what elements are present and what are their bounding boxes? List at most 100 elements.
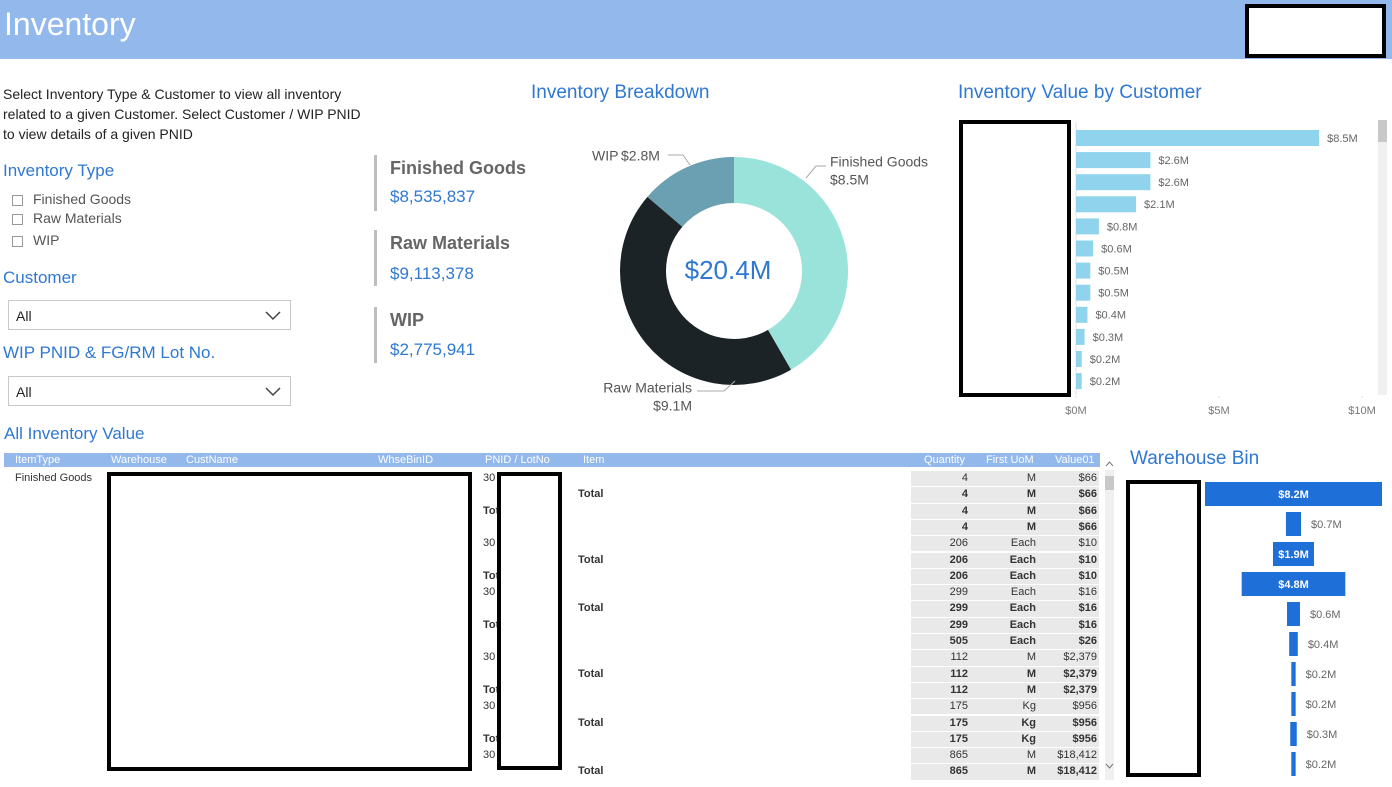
cell-uom: M	[1026, 472, 1036, 484]
column-header: First UoM	[986, 454, 1034, 466]
numeric-cell-bg	[911, 536, 1099, 552]
card-label: Raw Materials	[390, 233, 511, 253]
cell-quantity: 505	[949, 635, 968, 647]
funnel-value-label: $1.9M	[1278, 549, 1309, 561]
slicer-title: Customer	[3, 268, 77, 287]
cell-pnid: Tot	[483, 504, 500, 517]
cell-quantity: 865	[949, 765, 968, 778]
cell-value: $66	[1078, 520, 1097, 533]
funnel-bar	[1272, 542, 1315, 566]
redacted-box	[1126, 480, 1201, 777]
cell-uom: Each	[1009, 602, 1036, 615]
cell-quantity: 4	[961, 472, 968, 484]
cell-value: $66	[1078, 504, 1097, 517]
cell-quantity: 175	[949, 700, 968, 713]
checkbox[interactable]	[12, 214, 23, 225]
table-title: All Inventory Value	[4, 424, 145, 443]
numeric-cell-bg	[911, 552, 1099, 568]
bar	[1076, 262, 1091, 279]
redacted-box	[497, 472, 562, 770]
cell-quantity: 299	[949, 618, 968, 631]
dropdown[interactable]: All	[8, 300, 291, 330]
numeric-cell-bg	[911, 585, 1099, 601]
cell-value: $2,379	[1063, 651, 1097, 664]
slice-value-label: $2.8M	[621, 148, 660, 164]
funnel-value-label: $0.7M	[1311, 519, 1342, 531]
scrollbar-thumb[interactable]	[1105, 476, 1114, 490]
funnel-value-label: $0.2M	[1306, 669, 1337, 681]
checkbox[interactable]	[12, 195, 23, 206]
cell-uom: Each	[1009, 569, 1036, 582]
cell-item: Total	[578, 716, 604, 729]
cell-value: $18,412	[1057, 765, 1097, 778]
scroll-arrow[interactable]	[1105, 461, 1114, 467]
cell-pnid: 30	[483, 586, 496, 599]
funnel-value-label: $0.2M	[1306, 699, 1337, 711]
bar-value-label: $2.6M	[1158, 155, 1189, 167]
redacted-box	[107, 472, 472, 771]
cell-pnid: 30	[483, 537, 496, 550]
x-tick-label: $10M	[1348, 405, 1376, 417]
cell-uom: M	[1026, 651, 1036, 664]
column-header: Quantity	[924, 454, 965, 466]
checkbox[interactable]	[12, 236, 23, 247]
numeric-cell-bg	[911, 764, 1099, 780]
donut-slice	[734, 157, 848, 370]
checkbox-label[interactable]: Finished Goods	[33, 191, 132, 207]
funnel-bar	[1291, 692, 1296, 716]
funnel-bar	[1289, 632, 1298, 656]
scrollbar-track[interactable]	[1105, 470, 1114, 780]
cell-uom: Kg	[1021, 732, 1036, 745]
cell-item: Total	[578, 553, 604, 566]
cell-pnid: 30	[483, 749, 496, 762]
cell-value: $956	[1072, 716, 1097, 729]
cell-value: $10	[1078, 537, 1097, 550]
bar-value-label: $2.1M	[1144, 199, 1175, 211]
description: Select Inventory Type & Customer to view…	[3, 86, 361, 142]
cell-quantity: 299	[949, 586, 968, 599]
numeric-cell-bg	[911, 682, 1099, 699]
cell-uom: M	[1026, 683, 1036, 696]
scrollbar-thumb[interactable]	[1378, 120, 1387, 142]
cell-value: $2,379	[1063, 683, 1097, 696]
cell-value: $18,412	[1057, 749, 1097, 762]
scrollbar-track[interactable]	[1378, 120, 1387, 395]
bar	[1076, 174, 1151, 191]
funnel-bar	[1285, 512, 1302, 536]
slicer-title: Inventory Type	[3, 161, 115, 180]
dropdown-value: All	[16, 308, 32, 324]
cell-quantity: 4	[961, 504, 968, 517]
numeric-cell-bg	[911, 568, 1099, 585]
column-header: CustName	[186, 454, 238, 466]
slice-label: WIP	[592, 148, 618, 164]
donut-center-label: $20.4M	[685, 255, 772, 285]
numeric-cell-bg	[911, 503, 1099, 519]
slice-value-label: $8.5M	[830, 172, 869, 188]
funnel-bar	[1291, 662, 1296, 686]
cell-value: $66	[1078, 488, 1097, 501]
bar	[1076, 284, 1091, 301]
dropdown[interactable]: All	[8, 376, 291, 406]
bar-value-label: $0.4M	[1095, 310, 1126, 322]
cell-item: Total	[578, 602, 604, 615]
card-value: $9,113,378	[390, 264, 474, 283]
cell-quantity: 299	[949, 602, 968, 615]
numeric-cell-bg	[911, 666, 1099, 682]
funnel-value-label: $0.6M	[1310, 609, 1341, 621]
column-header: WhseBinID	[378, 454, 434, 466]
numeric-cell-bg	[911, 748, 1099, 764]
checkbox-label[interactable]: WIP	[33, 232, 60, 248]
scroll-arrow[interactable]	[1105, 763, 1114, 769]
checkbox-label[interactable]: Raw Materials	[33, 210, 122, 226]
bar-value-label: $0.5M	[1098, 266, 1129, 278]
cell-item: Total	[578, 488, 604, 501]
bar-value-label: $0.6M	[1101, 243, 1132, 255]
bar-value-label: $8.5M	[1327, 133, 1358, 145]
numeric-cell-bg	[911, 699, 1099, 715]
cell-pnid: 30	[483, 651, 496, 664]
numeric-cell-bg	[911, 487, 1099, 503]
cell-quantity: 112	[950, 651, 968, 664]
cell-pnid: Tot	[483, 569, 500, 582]
cell-pnid: Tot	[483, 618, 500, 631]
